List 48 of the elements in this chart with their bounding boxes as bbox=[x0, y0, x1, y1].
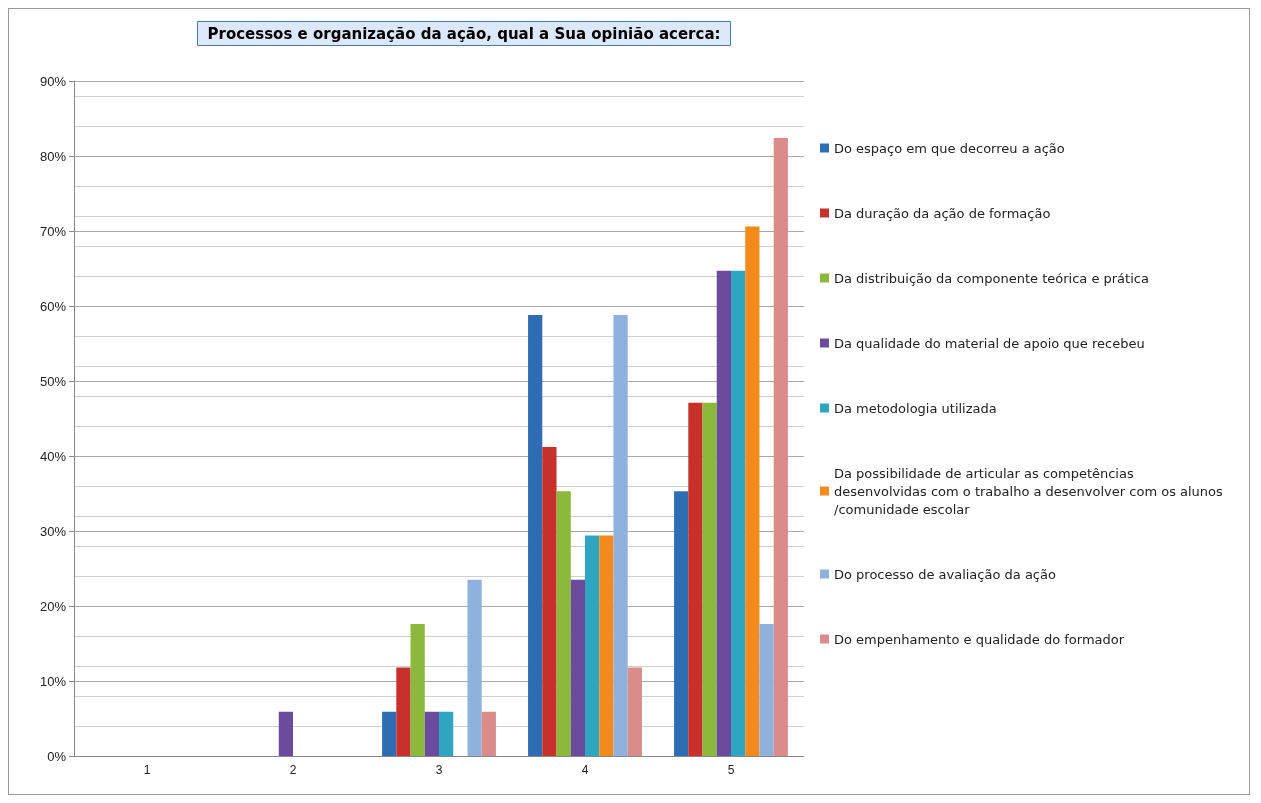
bar bbox=[731, 270, 746, 756]
y-tick-label: 80% bbox=[39, 148, 67, 164]
bar bbox=[759, 624, 774, 756]
bar bbox=[278, 711, 293, 756]
legend-label: Do processo de avaliação da ação bbox=[834, 566, 1056, 582]
y-tick-label: 10% bbox=[39, 673, 67, 689]
bar bbox=[745, 226, 760, 756]
bar bbox=[773, 138, 788, 756]
bar bbox=[439, 711, 454, 756]
bar bbox=[674, 491, 689, 756]
y-tick-label: 20% bbox=[39, 598, 67, 614]
bar bbox=[410, 624, 425, 756]
legend-label: Do espaço em que decorreu a ação bbox=[834, 140, 1065, 156]
bar bbox=[481, 711, 496, 756]
bar bbox=[424, 711, 439, 756]
bar bbox=[585, 535, 600, 756]
bar bbox=[542, 447, 557, 756]
legend-label: Da duração da ação de formação bbox=[834, 205, 1051, 221]
x-tick-label: 2 bbox=[289, 763, 297, 777]
chart-title: Processos e organização da ação, qual a Sua opinião acerca: bbox=[207, 24, 721, 43]
y-tick-label: 70% bbox=[39, 223, 67, 239]
bar bbox=[627, 667, 642, 756]
bar bbox=[716, 270, 731, 756]
legend-label: Da metodologia utilizada bbox=[834, 400, 997, 416]
x-tick-label: 4 bbox=[581, 763, 589, 777]
bar bbox=[556, 491, 571, 756]
y-tick-label: 60% bbox=[39, 298, 67, 314]
x-tick-label: 5 bbox=[727, 763, 735, 777]
bar bbox=[396, 667, 411, 756]
y-tick-label: 90% bbox=[39, 73, 67, 89]
legend-label: Do empenhamento e qualidade do formador bbox=[834, 631, 1125, 647]
bar bbox=[528, 315, 543, 756]
legend-label: Da possibilidade de articular as competências desenvolvidas com o trabalho a desenvolver com os alunos/comunidade escolar bbox=[834, 465, 1224, 517]
legend-label: Da qualidade do material de apoio que recebeu bbox=[834, 335, 1145, 351]
bar bbox=[570, 579, 585, 756]
y-tick-label: 50% bbox=[39, 373, 67, 389]
legend-label: Da distribuição da componente teórica e prática bbox=[834, 270, 1149, 286]
bar bbox=[702, 402, 717, 756]
y-tick-label: 30% bbox=[39, 523, 67, 539]
bar bbox=[382, 711, 397, 756]
bar bbox=[599, 535, 614, 756]
y-tick-label: 40% bbox=[39, 448, 67, 464]
x-tick-label: 1 bbox=[143, 763, 151, 777]
y-tick-label: 0% bbox=[47, 748, 67, 764]
bar bbox=[688, 402, 703, 756]
bar bbox=[613, 315, 628, 756]
bar bbox=[467, 579, 482, 756]
x-tick-label: 3 bbox=[435, 763, 443, 777]
